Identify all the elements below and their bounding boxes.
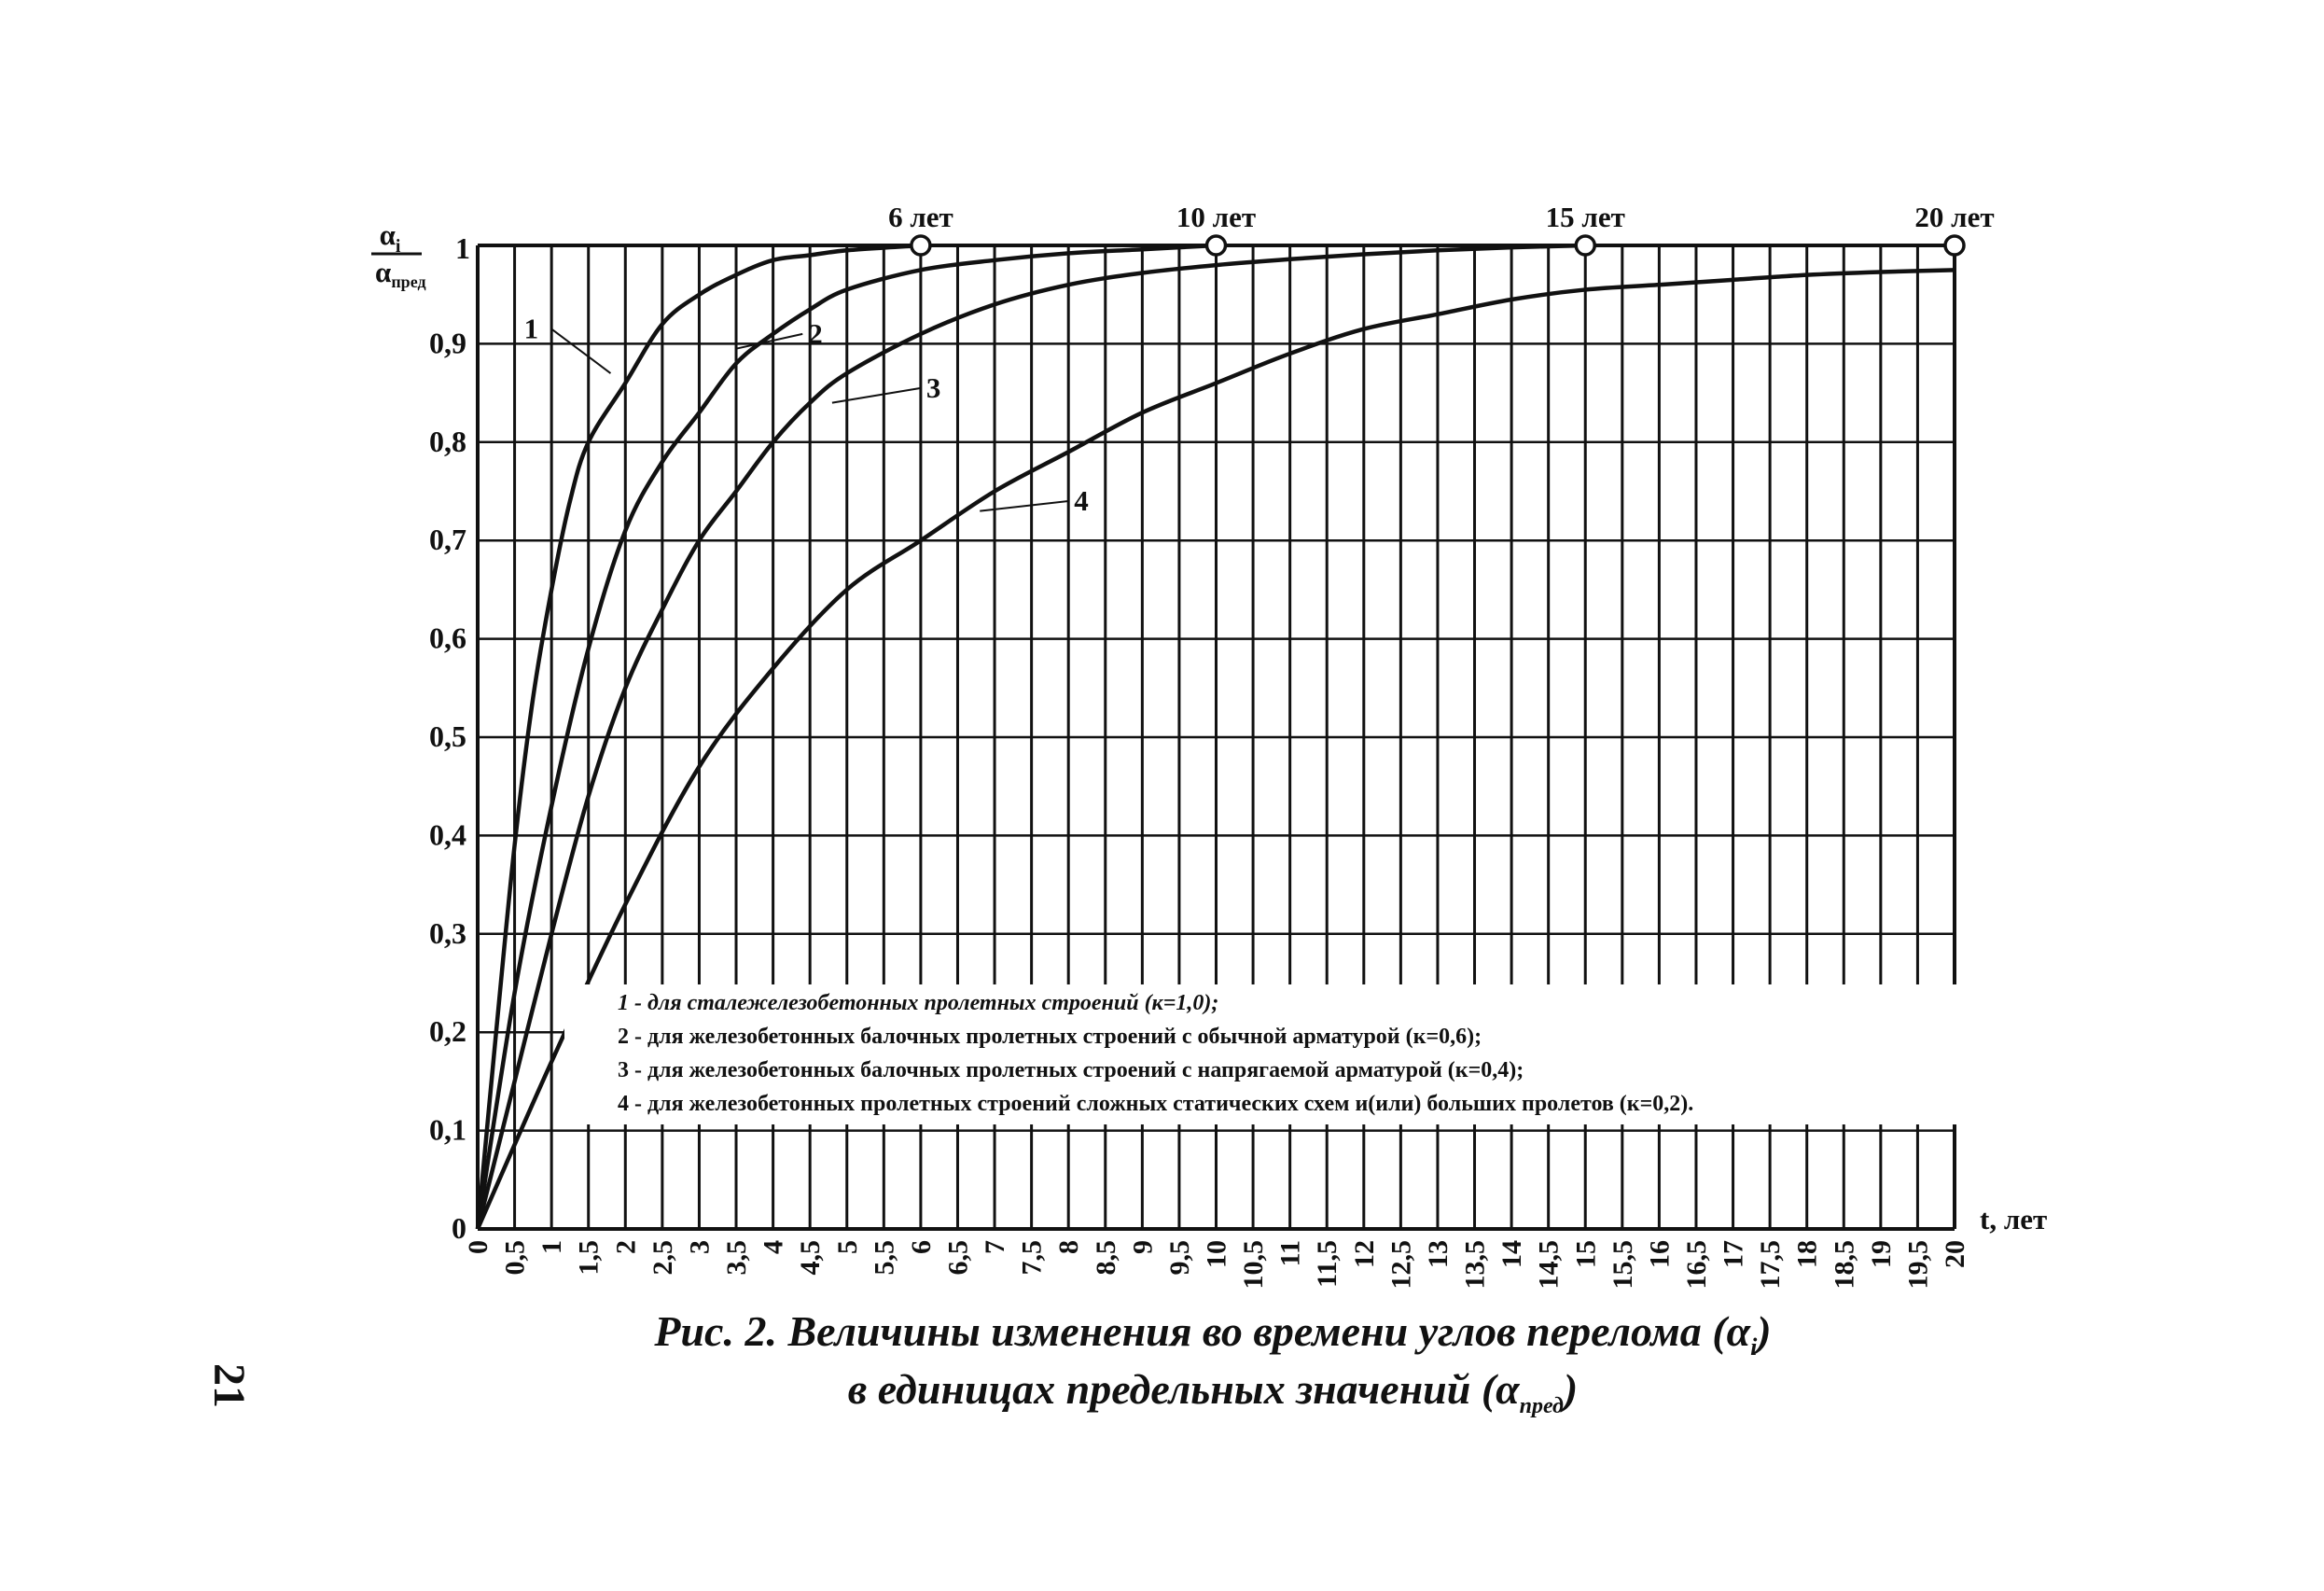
x-tick-label: 3,5 <box>721 1240 752 1276</box>
x-tick-label: 17,5 <box>1755 1240 1786 1290</box>
x-tick-label: 6,5 <box>942 1240 973 1276</box>
y-tick-label: 0,5 <box>429 719 466 753</box>
x-tick-label: 19 <box>1866 1240 1897 1268</box>
y-tick-label: 0,4 <box>429 817 466 851</box>
legend-entry-1: 1 - для сталежелезобетонных пролетных ст… <box>618 991 1218 1015</box>
x-tick-label: 3 <box>684 1240 715 1254</box>
y-tick-label: 0,8 <box>429 425 466 458</box>
top-marker-circle <box>910 234 932 257</box>
x-tick-label: 18,5 <box>1829 1240 1859 1290</box>
y-tick-label: 0,1 <box>429 1113 466 1147</box>
x-tick-label: 4 <box>758 1240 789 1254</box>
y-tick-label: 0 <box>452 1211 466 1245</box>
legend-entry-2: 2 - для железобетонных балочных пролетны… <box>618 1025 1482 1049</box>
x-tick-label: 2 <box>610 1240 641 1254</box>
x-tick-label: 17 <box>1719 1240 1749 1268</box>
x-tick-label: 0 <box>463 1240 494 1254</box>
callout-line-2 <box>735 332 803 350</box>
x-tick-label: 15,5 <box>1607 1240 1638 1290</box>
x-tick-label: 5,5 <box>869 1240 899 1276</box>
tick-labels: 0 0,5 1 1,5 2 2,5 3 3,5 4 4,5 5 5,5 6 6,5 7 7,5 8 8,5 9 9,5… <box>429 231 1970 1290</box>
y-tick-label: 0,3 <box>429 916 466 950</box>
x-tick-label: 12 <box>1349 1240 1380 1268</box>
x-tick-label: 0,5 <box>500 1240 531 1276</box>
x-tick-label: 14,5 <box>1534 1240 1565 1290</box>
y-label-numerator: αi <box>380 218 401 257</box>
x-tick-label: 11 <box>1275 1240 1306 1266</box>
series-line-2 <box>475 243 1217 1230</box>
callout-line-4 <box>980 500 1069 512</box>
y-axis-label: αi αпред <box>371 218 426 291</box>
x-tick-label: 7 <box>980 1240 1010 1254</box>
top-marker-circle <box>1204 234 1228 257</box>
page-number: 21 <box>204 1363 254 1408</box>
series-label-4: 4 <box>1074 484 1089 517</box>
x-tick-label: 11,5 <box>1312 1240 1343 1288</box>
x-tick-label: 16 <box>1644 1240 1675 1268</box>
x-tick-label: 2,5 <box>647 1240 678 1276</box>
series-callouts: 1 2 3 4 <box>524 313 1089 517</box>
series-line-3 <box>475 243 1586 1230</box>
x-tick-label: 4,5 <box>795 1240 826 1276</box>
callout-line-1 <box>550 328 612 374</box>
x-tick-label: 19,5 <box>1902 1240 1933 1290</box>
top-marker-circle <box>1574 234 1596 257</box>
x-tick-label: 13 <box>1423 1240 1454 1268</box>
x-tick-label: 10,5 <box>1238 1240 1269 1290</box>
callout-line-3 <box>831 386 922 404</box>
y-tick-label: 0,6 <box>429 621 466 655</box>
x-tick-label: 5 <box>832 1240 863 1254</box>
legend: 1 - для сталежелезобетонных пролетных ст… <box>564 984 1964 1124</box>
y-tick-label: 1 <box>455 231 470 265</box>
x-axis-label: t, лет <box>1980 1203 2047 1235</box>
y-label-denominator: αпред <box>375 256 426 291</box>
y-tick-label: 0,7 <box>429 523 466 556</box>
top-marker-label: 15 лет <box>1546 201 1625 233</box>
x-tick-label: 13,5 <box>1460 1240 1491 1290</box>
series-line-1 <box>475 243 922 1230</box>
x-tick-label: 7,5 <box>1017 1240 1048 1276</box>
x-tick-label: 10 <box>1202 1240 1232 1268</box>
x-tick-label: 1 <box>536 1240 567 1254</box>
x-tick-label: 18 <box>1792 1240 1823 1268</box>
top-marker-label: 20 лет <box>1914 201 1994 233</box>
top-marker-label: 10 лет <box>1176 201 1256 233</box>
x-tick-label: 8 <box>1053 1240 1084 1254</box>
x-tick-label: 16,5 <box>1681 1240 1712 1290</box>
x-tick-label: 15 <box>1570 1240 1601 1268</box>
legend-background <box>564 984 1964 1124</box>
x-tick-label: 6 <box>906 1240 937 1254</box>
series-label-2: 2 <box>808 317 823 350</box>
x-tick-label: 9 <box>1127 1240 1158 1254</box>
legend-entry-3: 3 - для железобетонных балочных пролетны… <box>618 1058 1524 1082</box>
x-tick-label: 20 <box>1940 1240 1970 1268</box>
series-label-3: 3 <box>926 371 941 404</box>
series-line-4 <box>475 268 1955 1230</box>
top-marker-circle <box>1943 234 1966 257</box>
y-tick-label: 0,2 <box>429 1014 466 1048</box>
x-tick-label: 12,5 <box>1385 1240 1416 1290</box>
top-markers: 6 лет 10 лет 15 лет 20 лет <box>888 201 1995 257</box>
legend-entry-4: 4 - для железобетонных пролетных строени… <box>618 1092 1693 1116</box>
figure-caption-line-2: в единицах предельных значений (αпред) <box>847 1365 1579 1419</box>
y-tick-label: 0,9 <box>429 326 466 359</box>
x-tick-label: 14 <box>1496 1240 1527 1268</box>
figure-caption-line-1: Рис. 2. Величины изменения во времени уг… <box>654 1307 1772 1361</box>
series-lines <box>475 243 1955 1230</box>
top-marker-label: 6 лет <box>888 201 953 233</box>
x-tick-label: 1,5 <box>574 1240 605 1276</box>
x-tick-label: 9,5 <box>1164 1240 1195 1276</box>
x-tick-label: 8,5 <box>1091 1240 1121 1276</box>
series-label-1: 1 <box>524 313 539 345</box>
